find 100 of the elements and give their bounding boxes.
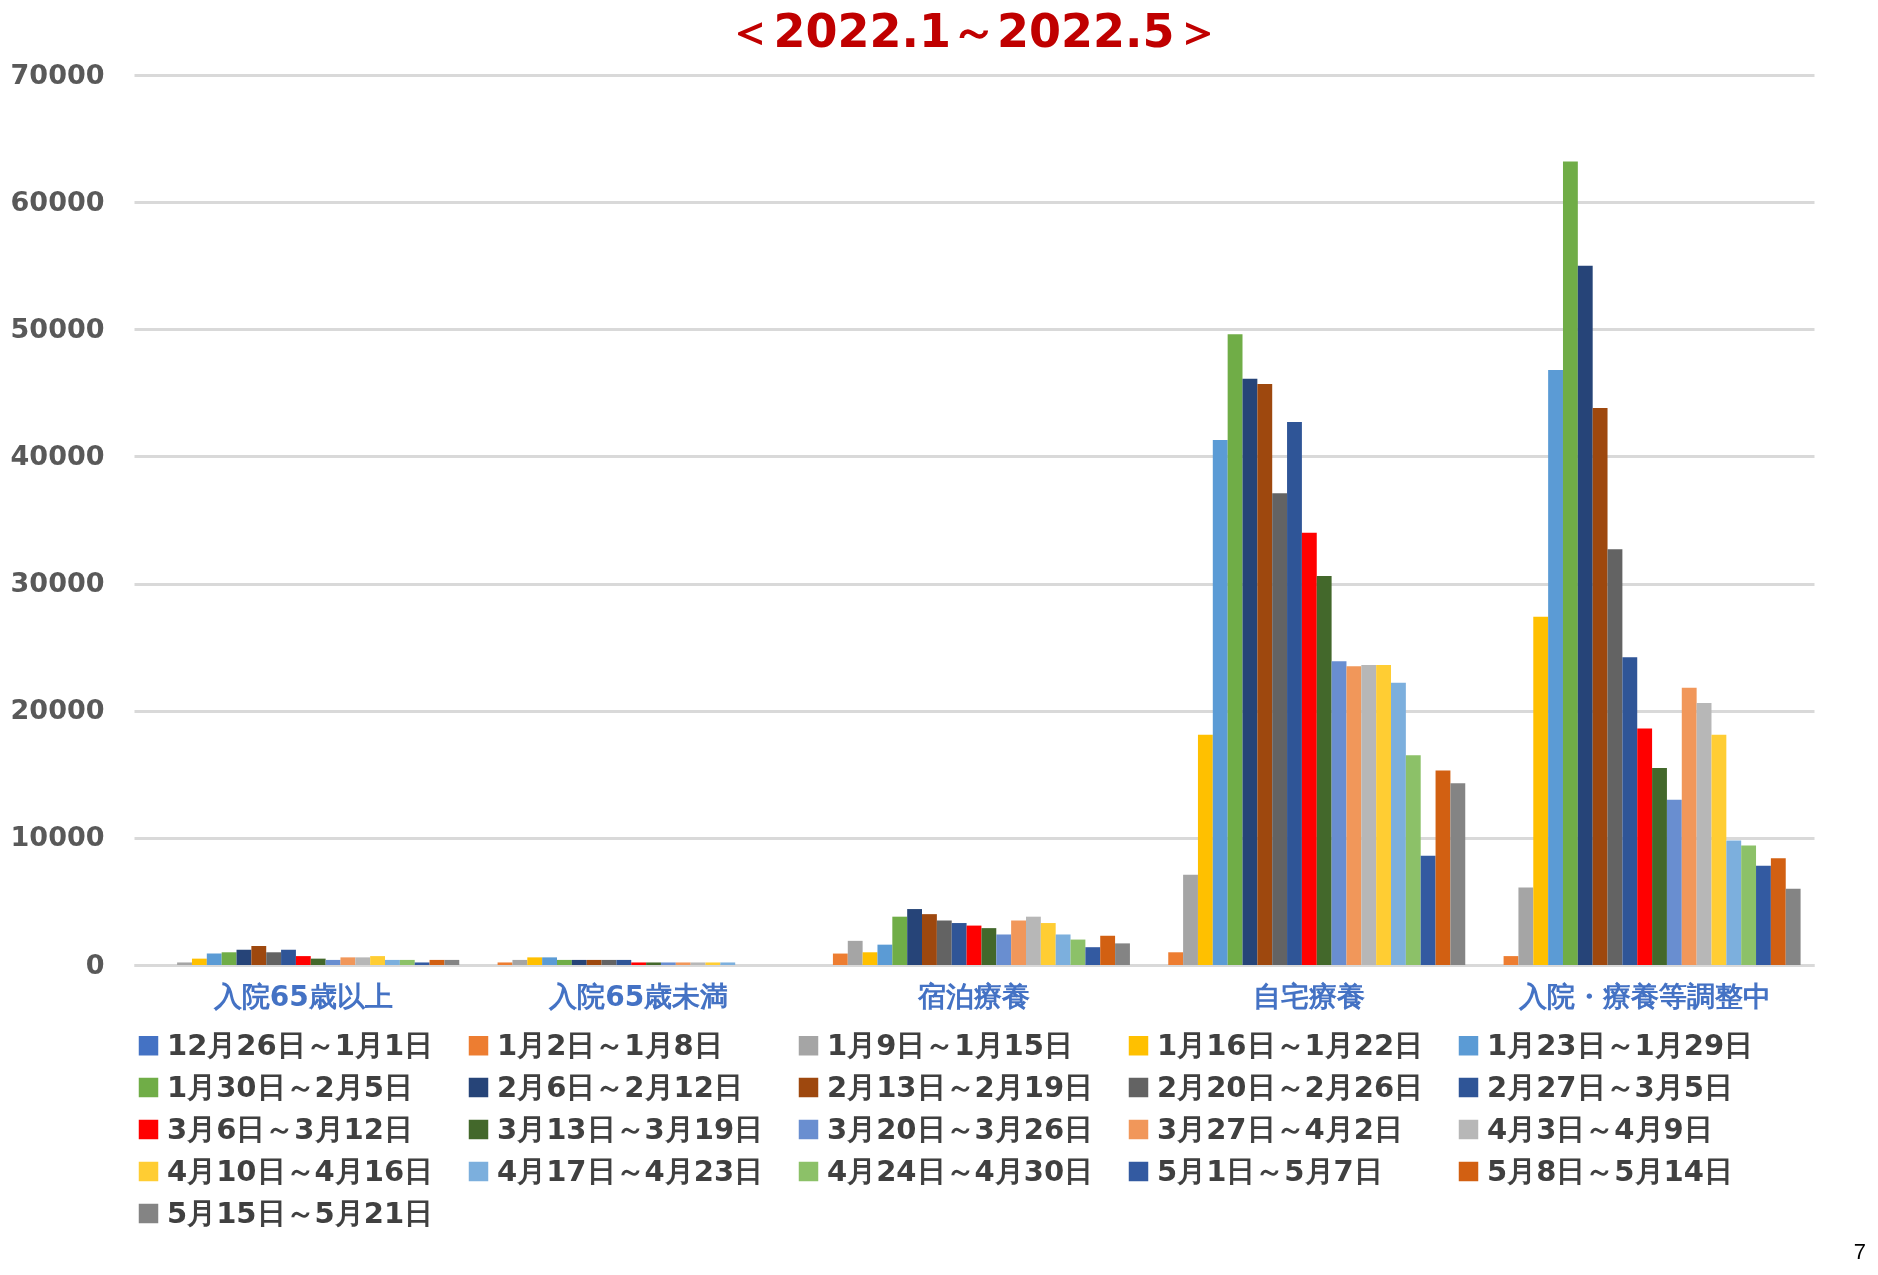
legend-label: 3月13日～3月19日: [497, 1111, 764, 1146]
legend-label: 1月30日～2月5日: [167, 1069, 413, 1104]
bar: [1562, 161, 1578, 965]
x-tick-label: 宿泊療養: [917, 979, 1030, 1013]
bar: [1183, 874, 1198, 965]
bar: [690, 962, 706, 965]
x-tick-label: 入院65歳未満: [548, 979, 729, 1013]
bar: [1040, 923, 1056, 965]
bar: [1070, 939, 1086, 965]
bar: [1242, 378, 1258, 965]
x-tick-label: 入院65歳以上: [212, 979, 393, 1013]
bar: [1622, 657, 1638, 965]
y-tick-label: 60000: [10, 185, 105, 217]
bar: [340, 957, 356, 965]
legend-label: 4月10日～4月16日: [167, 1153, 434, 1188]
bar: [177, 962, 192, 965]
bar: [1115, 943, 1130, 965]
bar: [705, 962, 721, 965]
bar: [497, 962, 513, 965]
legend-label: 2月13日～2月19日: [827, 1069, 1094, 1104]
bar: [720, 962, 736, 965]
bar: [1227, 334, 1243, 965]
bar: [1435, 770, 1451, 965]
bar: [206, 953, 222, 965]
bar: [1100, 935, 1116, 965]
bar: [1272, 493, 1288, 965]
bar: [981, 928, 997, 965]
bar: [542, 957, 557, 965]
legend-label: 4月24日～4月30日: [827, 1153, 1094, 1188]
legend-label: 5月8日～5月14日: [1487, 1153, 1733, 1188]
bar: [191, 958, 207, 965]
bar: [1548, 369, 1563, 965]
y-tick-label: 20000: [10, 694, 105, 726]
bar: [512, 959, 528, 965]
bar: [571, 959, 587, 965]
bar: [675, 962, 691, 965]
y-tick-label: 50000: [10, 312, 105, 344]
bar: [1681, 687, 1697, 965]
bar: [370, 956, 386, 965]
bar: [385, 959, 400, 965]
bar: [616, 959, 632, 965]
bar: [660, 962, 676, 965]
legend-label: 3月20日～3月26日: [827, 1111, 1094, 1146]
chart-title: ＜2022.1～2022.5＞: [727, 4, 1221, 58]
bar: [399, 959, 415, 965]
legend-label: 1月9日～1月15日: [827, 1027, 1073, 1062]
legend-label: 1月2日～1月8日: [497, 1027, 723, 1062]
bar: [1420, 855, 1436, 965]
bar: [907, 909, 923, 965]
bar: [601, 959, 617, 965]
y-tick-label: 30000: [10, 567, 105, 599]
bar: [847, 940, 863, 965]
bar: [1696, 703, 1712, 965]
legend-label: 4月3日～4月9日: [1487, 1111, 1713, 1146]
bar: [1637, 728, 1653, 965]
bar: [922, 914, 937, 965]
legend-label: 4月17日～4月23日: [497, 1153, 764, 1188]
bar: [1577, 265, 1593, 965]
bar: [355, 957, 371, 965]
bar: [832, 953, 848, 965]
bar: [1405, 755, 1421, 965]
bar: [1503, 956, 1519, 965]
x-tick-label: 自宅療養: [1253, 979, 1366, 1013]
legend-label: 2月6日～2月12日: [497, 1069, 743, 1104]
bar: [1391, 682, 1406, 965]
bar: [936, 920, 952, 965]
y-tick-label: 0: [85, 948, 105, 980]
bar: [1666, 799, 1682, 965]
bar: [295, 956, 311, 965]
bar: [1756, 865, 1771, 965]
bar: [892, 916, 908, 965]
bar: [1592, 408, 1608, 965]
bar: [1376, 664, 1392, 965]
bar: [646, 962, 661, 965]
bar: [251, 945, 267, 965]
bar: [414, 962, 430, 965]
bar: [1011, 920, 1026, 965]
bar: [310, 958, 326, 965]
bar: [1301, 532, 1317, 965]
bar: [1346, 666, 1362, 965]
x-tick-label: 入院・療養等調整中: [1517, 979, 1771, 1013]
bar: [1316, 575, 1332, 965]
bar: [631, 962, 647, 965]
bar: [1741, 845, 1757, 965]
bar: [1607, 549, 1623, 965]
bar: [862, 952, 878, 965]
bar: [527, 957, 543, 965]
legend-label: 5月1日～5月7日: [1157, 1153, 1383, 1188]
bar: [1533, 616, 1549, 965]
legend-label: 1月23日～1月29日: [1487, 1027, 1754, 1062]
bar: [429, 959, 445, 965]
bar: [966, 925, 982, 965]
bar: [1726, 840, 1742, 965]
legend-label: 3月6日～3月12日: [167, 1111, 413, 1146]
legend-label: 3月27日～4月2日: [1157, 1111, 1403, 1146]
bar: [1287, 422, 1302, 965]
legend-label: 12月26日～1月1日: [167, 1027, 434, 1062]
bar: [1331, 661, 1347, 965]
bar: [1212, 439, 1228, 965]
bar: [1785, 888, 1801, 965]
